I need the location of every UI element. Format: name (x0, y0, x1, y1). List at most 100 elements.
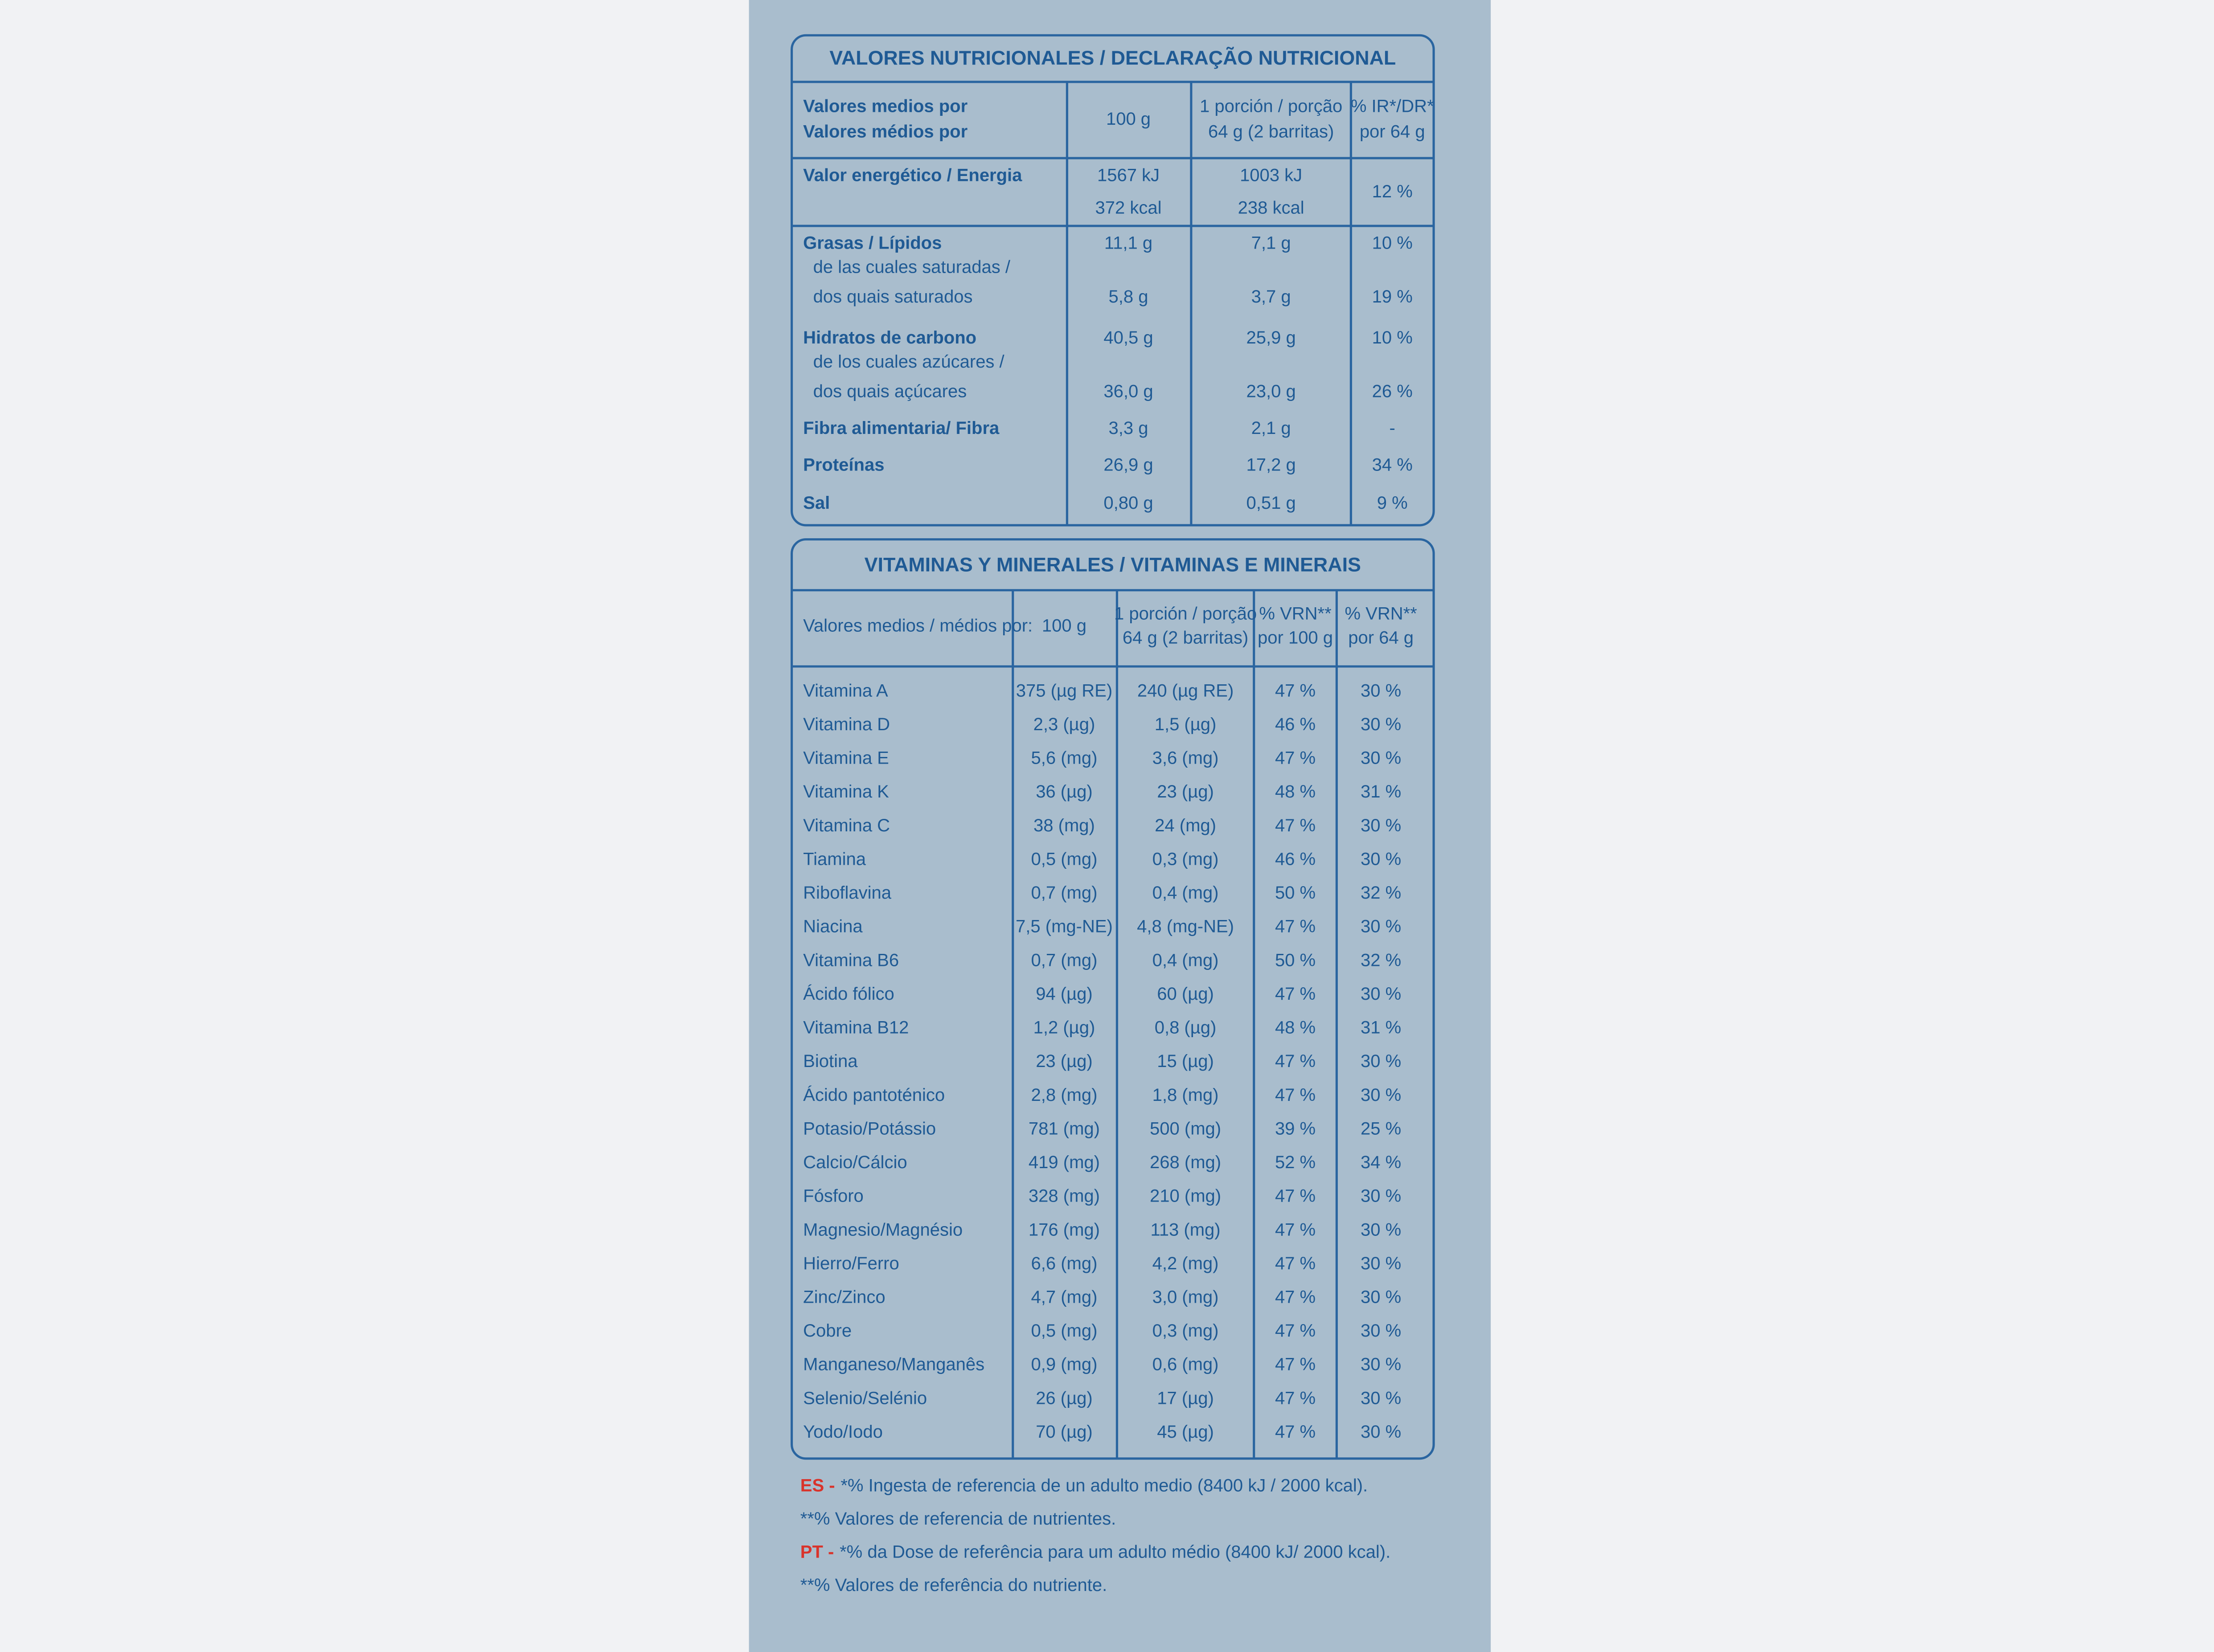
value-cell: 5,6 (mg) (1031, 748, 1098, 768)
nutrient-name: Vitamina C (803, 816, 890, 835)
row-label: Grasas / Lípidos (803, 233, 942, 253)
value-cell: 372 kcal (1095, 198, 1162, 218)
header-cell: 100 g (1042, 616, 1086, 636)
value-cell: 0,4 (mg) (1152, 883, 1219, 903)
nutrient-name: Ácido pantoténico (803, 1085, 945, 1105)
value-cell: 47 % (1275, 1186, 1316, 1206)
row-label: de las cuales saturadas / (813, 258, 1011, 277)
vitamins-title: VITAMINAS Y MINERALES / VITAMINAS E MINE… (865, 554, 1361, 576)
value-cell: 15 (µg) (1157, 1051, 1214, 1071)
value-cell: 0,9 (mg) (1031, 1355, 1098, 1374)
value-cell: 23,0 g (1246, 382, 1296, 401)
nutrient-name: Yodo/Iodo (803, 1422, 883, 1442)
value-cell: 47 % (1275, 748, 1316, 768)
value-cell: 30 % (1361, 917, 1401, 936)
nutrient-name: Ácido fólico (803, 984, 894, 1004)
value-cell: 2,8 (mg) (1031, 1085, 1098, 1105)
value-cell: 47 % (1275, 1051, 1316, 1071)
value-cell: 30 % (1361, 715, 1401, 734)
value-cell: 9 % (1377, 493, 1408, 513)
footnote: **% Valores de referência do nutriente. (800, 1575, 1107, 1595)
value-cell: 47 % (1275, 1355, 1316, 1374)
value-cell: 0,8 (µg) (1155, 1018, 1217, 1038)
nutrient-name: Magnesio/Magnésio (803, 1220, 963, 1239)
value-cell: 5,8 g (1109, 287, 1148, 307)
value-cell: 6,6 (mg) (1031, 1254, 1098, 1273)
row-label: Sal (803, 493, 830, 513)
value-cell: 4,2 (mg) (1152, 1254, 1219, 1273)
header-cell: 1 porción / porção (1200, 96, 1342, 116)
value-cell: 31 % (1361, 1018, 1401, 1038)
nutrient-name: Fósforo (803, 1186, 864, 1206)
value-cell: 176 (mg) (1029, 1220, 1100, 1239)
nutrient-name: Selenio/Selénio (803, 1389, 927, 1408)
nutrient-name: Vitamina B12 (803, 1018, 909, 1038)
value-cell: 47 % (1275, 1254, 1316, 1273)
value-cell: 39 % (1275, 1119, 1316, 1139)
header-cell: % VRN** (1259, 604, 1331, 624)
value-cell: 375 (µg RE) (1016, 681, 1112, 701)
value-cell: 31 % (1361, 782, 1401, 801)
value-cell: - (1390, 418, 1395, 438)
nutrient-name: Vitamina A (803, 681, 888, 701)
value-cell: 60 (µg) (1157, 984, 1214, 1004)
value-cell: 50 % (1275, 883, 1316, 903)
nutrient-name: Potasio/Potássio (803, 1119, 936, 1139)
row-label: Hidratos de carbono (803, 328, 976, 348)
value-cell: 52 % (1275, 1153, 1316, 1172)
value-cell: 30 % (1361, 1355, 1401, 1374)
nutrient-name: Vitamina B6 (803, 951, 899, 970)
nutrient-name: Vitamina E (803, 748, 889, 768)
value-cell: 45 (µg) (1157, 1422, 1214, 1442)
value-cell: 210 (mg) (1150, 1186, 1221, 1206)
header-cell: 64 g (2 barritas) (1208, 122, 1334, 142)
value-cell: 12 % (1372, 182, 1413, 201)
nutrient-name: Hierro/Ferro (803, 1254, 899, 1273)
value-cell: 0,80 g (1103, 493, 1153, 513)
value-cell: 30 % (1361, 1321, 1401, 1341)
value-cell: 3,6 (mg) (1152, 748, 1219, 768)
nutrient-name: Vitamina D (803, 715, 890, 734)
row-label: dos quais açúcares (813, 382, 967, 401)
value-cell: 3,0 (mg) (1152, 1288, 1219, 1307)
value-cell: 0,5 (mg) (1031, 850, 1098, 869)
value-cell: 47 % (1275, 1321, 1316, 1341)
value-cell: 0,7 (mg) (1031, 883, 1098, 903)
row-label: Valor energético / Energia (803, 166, 1022, 185)
header-cell: Valores medios por (803, 96, 968, 116)
value-cell: 1003 kJ (1240, 166, 1302, 185)
value-cell: 30 % (1361, 1288, 1401, 1307)
value-cell: 38 (mg) (1033, 816, 1095, 835)
value-cell: 32 % (1361, 951, 1401, 970)
value-cell: 47 % (1275, 1389, 1316, 1408)
value-cell: 2,3 (µg) (1033, 715, 1095, 734)
header-cell: % VRN** (1345, 604, 1417, 624)
header-cell: Valores medios / médios por: (803, 616, 1033, 636)
row-label: de los cuales azúcares / (813, 352, 1005, 372)
value-cell: 30 % (1361, 681, 1401, 701)
value-cell: 268 (mg) (1150, 1153, 1221, 1172)
value-cell: 26,9 g (1103, 455, 1153, 474)
value-cell: 328 (mg) (1029, 1186, 1100, 1206)
header-cell: % IR*/DR* (1351, 96, 1434, 116)
header-cell: por 64 g (1360, 122, 1425, 142)
value-cell: 30 % (1361, 984, 1401, 1004)
value-cell: 30 % (1361, 816, 1401, 835)
nutrient-name: Zinc/Zinco (803, 1288, 885, 1307)
value-cell: 3,7 g (1251, 287, 1291, 307)
value-cell: 30 % (1361, 1254, 1401, 1273)
value-cell: 3,3 g (1109, 418, 1148, 438)
value-cell: 94 (µg) (1036, 984, 1093, 1004)
value-cell: 50 % (1275, 951, 1316, 970)
value-cell: 48 % (1275, 782, 1316, 801)
value-cell: 40,5 g (1103, 328, 1153, 348)
value-cell: 47 % (1275, 1085, 1316, 1105)
nutrient-name: Vitamina K (803, 782, 889, 801)
value-cell: 238 kcal (1238, 198, 1304, 218)
value-cell: 30 % (1361, 1422, 1401, 1442)
header-cell: 100 g (1106, 109, 1151, 129)
nutrient-name: Niacina (803, 917, 863, 936)
box-panel (749, 0, 1491, 1652)
value-cell: 47 % (1275, 1288, 1316, 1307)
